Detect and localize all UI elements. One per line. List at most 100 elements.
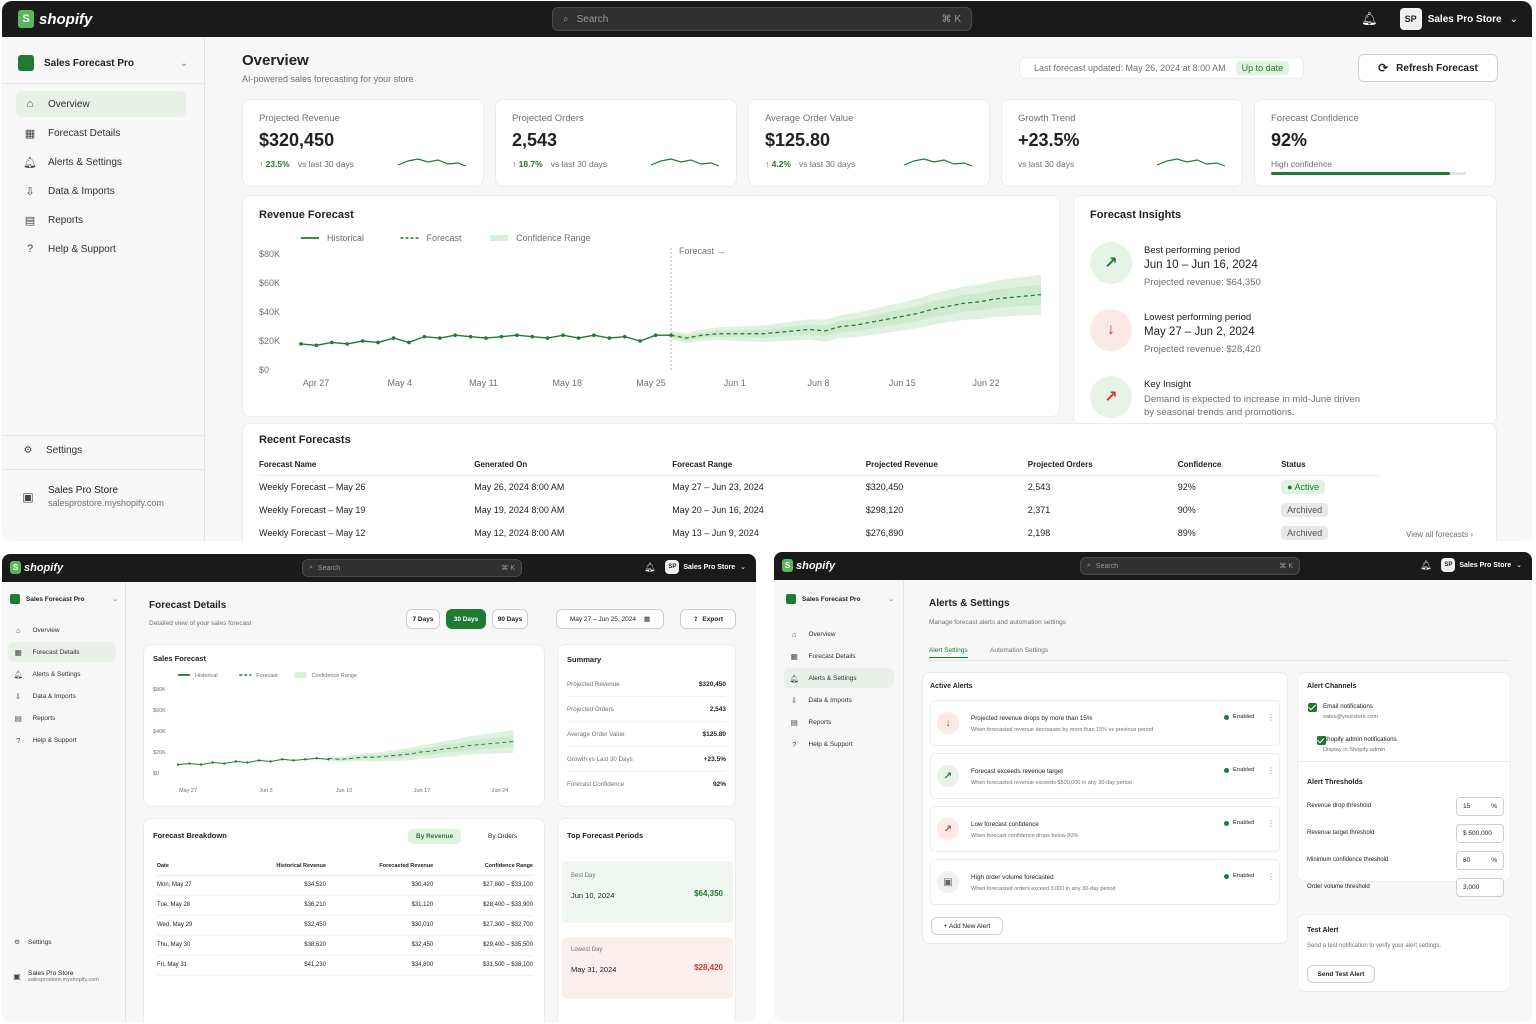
search-input[interactable]: ⌕ Search ⌘ K bbox=[1080, 557, 1300, 575]
x-tick-label: Jun 17 bbox=[414, 788, 431, 794]
threshold-input[interactable]: 3,000 bbox=[1456, 878, 1504, 897]
threshold-input[interactable]: 80% bbox=[1456, 851, 1504, 870]
avatar[interactable]: SP bbox=[665, 560, 680, 574]
alert-toggle[interactable]: Enabled bbox=[1224, 767, 1254, 773]
search-input[interactable]: ⌕ Search ⌘ K bbox=[552, 7, 972, 31]
chevron-down-icon: ⌄ bbox=[888, 596, 894, 603]
table-row[interactable]: Fri, May 31 $41,230 $34,800 $31,500 – $38,1… bbox=[157, 955, 533, 976]
sidebar-item-help-support[interactable]: ? Help & Support bbox=[8, 730, 116, 750]
table-row[interactable]: Weekly Forecast – May 19 May 19, 2024 8:0… bbox=[259, 499, 1379, 522]
sidebar-item-data-imports[interactable]: ⇩ Data & Imports bbox=[8, 686, 116, 706]
sidebar-item-forecast-details[interactable]: ▦ Forecast Details bbox=[8, 642, 116, 662]
export-button[interactable]: ⇪ Export bbox=[680, 609, 736, 629]
refresh-forecast-button[interactable]: ⟳ Refresh Forecast bbox=[1358, 54, 1498, 82]
app-icon bbox=[10, 594, 20, 604]
app-switcher[interactable]: Sales Forecast Pro ⌄ bbox=[786, 594, 894, 604]
sidebar-item-settings[interactable]: ⚙ Settings bbox=[20, 445, 83, 456]
table-row[interactable]: Weekly Forecast – May 26 May 26, 2024 8:0… bbox=[259, 476, 1379, 500]
export-icon: ⇪ bbox=[692, 616, 699, 623]
range-30-days-button[interactable]: 30 Days bbox=[446, 609, 486, 629]
sidebar-item-forecast-details[interactable]: ▦ Forecast Details bbox=[784, 646, 894, 666]
sidebar-item-data-imports[interactable]: ⇩ Data & Imports bbox=[16, 178, 186, 204]
alert-toggle[interactable]: Enabled bbox=[1224, 714, 1254, 720]
app-switcher[interactable]: Sales Forecast Pro ⌄ bbox=[10, 594, 118, 604]
avatar[interactable]: SP bbox=[1399, 8, 1422, 30]
threshold-input[interactable]: 15% bbox=[1456, 797, 1504, 816]
more-options-icon[interactable]: ⋮ bbox=[1267, 819, 1275, 828]
avatar[interactable]: SP bbox=[1441, 558, 1456, 572]
sidebar-item-overview[interactable]: ⌂ Overview bbox=[784, 624, 894, 644]
more-options-icon[interactable]: ⋮ bbox=[1267, 766, 1275, 775]
chevron-down-icon[interactable]: ⌄ bbox=[740, 564, 746, 571]
sidebar-item-help-support[interactable]: ? Help & Support bbox=[16, 236, 186, 262]
alert-row[interactable]: ▣ High order volume forecasted When foreca… bbox=[930, 859, 1280, 905]
sidebar-item-overview[interactable]: ⌂ Overview bbox=[8, 620, 116, 640]
alert-toggle[interactable]: Enabled bbox=[1224, 873, 1254, 879]
historical-point bbox=[234, 760, 238, 763]
table-row[interactable]: Weekly Forecast – May 12 May 12, 2024 8:0… bbox=[259, 522, 1379, 541]
bell-icon[interactable]: 🔔︎ bbox=[1361, 11, 1378, 26]
chevron-down-icon[interactable]: ⌄ bbox=[1509, 13, 1518, 25]
range-7-days-button[interactable]: 7 Days bbox=[406, 609, 440, 629]
summary-value: $125.80 bbox=[702, 731, 727, 738]
table-header: Forecast Name Generated On Forecast Range P… bbox=[259, 456, 1379, 476]
sidebar-item-alerts-settings[interactable]: 🔔︎ Alerts & Settings bbox=[784, 668, 894, 688]
table-row[interactable]: Mon, May 27 $34,520 $30,420 $27,800 – $33,1… bbox=[157, 875, 533, 896]
bell-icon[interactable]: 🔔︎ bbox=[1419, 559, 1432, 570]
y-tick-label: $0 bbox=[153, 771, 159, 777]
table-row[interactable]: Tue, May 28 $36,210 $31,120 $28,400 – $33,9… bbox=[157, 895, 533, 916]
kpi-value: 2,543 bbox=[512, 130, 558, 150]
add-alert-button[interactable]: + Add New Alert bbox=[931, 917, 1003, 935]
search-input[interactable]: ⌕ Search ⌘ K bbox=[302, 559, 522, 577]
sidebar-item-reports[interactable]: ▤ Reports bbox=[8, 708, 116, 728]
checkbox[interactable] bbox=[1317, 736, 1326, 745]
historical-point bbox=[246, 761, 249, 764]
historical-point bbox=[653, 333, 658, 337]
alert-row[interactable]: ↗ Low forecast confidence When forecast co… bbox=[930, 806, 1280, 852]
tab-by-revenue[interactable]: By Revenue bbox=[408, 829, 462, 844]
enabled-dot-icon bbox=[1224, 767, 1229, 773]
historical-point bbox=[391, 336, 396, 340]
breakdown-title: Forecast Breakdown bbox=[153, 831, 227, 840]
historical-point bbox=[280, 758, 284, 761]
sidebar-item-overview[interactable]: ⌂ Overview bbox=[16, 91, 186, 117]
chevron-down-icon[interactable]: ⌄ bbox=[1516, 562, 1522, 569]
sidebar-item-settings[interactable]: ⚙ Settings bbox=[12, 938, 51, 947]
table-row[interactable]: Wed, May 29 $32,450 $30,010 $27,300 – $32,7… bbox=[157, 915, 533, 936]
alert-row[interactable]: ↗ Forecast exceeds revenue target When for… bbox=[930, 753, 1280, 799]
more-options-icon[interactable]: ⋮ bbox=[1267, 713, 1275, 722]
sidebar-item-alerts-settings[interactable]: 🔔︎ Alerts & Settings bbox=[23, 156, 122, 169]
store-info[interactable]: ▣ Sales Pro Store salesprostore.myshopif… bbox=[20, 485, 164, 508]
main-content: Forecast Details Detailed view of your s… bbox=[126, 582, 756, 1022]
alert-toggle[interactable]: Enabled bbox=[1224, 820, 1254, 826]
sidebar-item-help-support[interactable]: ? Help & Support bbox=[784, 734, 894, 754]
nav-list: ⌂ Overview ▦ Forecast Details 🔔︎ Alerts & Set… bbox=[16, 91, 186, 265]
date-range-picker[interactable]: May 27 – Jun 25, 2024 ▦ bbox=[556, 609, 664, 629]
sidebar-item-data-imports[interactable]: ⇩ Data & Imports bbox=[784, 690, 894, 710]
tab-alert-settings[interactable]: Alert Settings bbox=[929, 647, 968, 658]
sidebar-item-alerts-settings[interactable]: 🔔︎ Alerts & Settings bbox=[13, 669, 81, 679]
more-options-icon[interactable]: ⋮ bbox=[1267, 872, 1275, 881]
store-info[interactable]: ▣ Sales Pro Store salesprostore.myshopif… bbox=[13, 970, 99, 983]
legend-label: Forecast bbox=[256, 673, 278, 679]
send-test-alert-button[interactable]: Send Test Alert bbox=[1307, 965, 1375, 983]
table-row[interactable]: Thu, May 30 $38,620 $32,450 $29,400 – $35,5… bbox=[157, 935, 533, 956]
kpi-card: Average Order Value $125.80 ↑ 4.2% vs last … bbox=[748, 99, 990, 187]
tab-by-orders[interactable]: By Orders bbox=[488, 833, 518, 840]
range-90-days-button[interactable]: 90 Days bbox=[492, 609, 528, 629]
view-all-link[interactable]: View all forecasts › bbox=[1406, 530, 1473, 539]
tab-automation-settings[interactable]: Automation Settings bbox=[990, 647, 1049, 654]
sidebar-item-forecast-details[interactable]: ▦ Forecast Details bbox=[16, 120, 186, 146]
alert-row[interactable]: ↓ Projected revenue drops by more than 15… bbox=[930, 700, 1280, 746]
sidebar-item-reports[interactable]: ▤ Reports bbox=[784, 712, 894, 732]
threshold-input[interactable]: $ 500,000 bbox=[1456, 824, 1504, 843]
bell-icon[interactable]: 🔔︎ bbox=[643, 561, 656, 572]
store-switcher[interactable]: Sales Pro Store bbox=[1427, 13, 1502, 25]
import-icon: ⇩ bbox=[791, 695, 798, 705]
checkbox[interactable] bbox=[1308, 703, 1317, 712]
search-placeholder: Search bbox=[576, 13, 609, 25]
last-updated: Last forecast updated: May 26, 2024 at 8… bbox=[1019, 57, 1305, 79]
sidebar-item-reports[interactable]: ▤ Reports bbox=[16, 207, 186, 233]
status-badge: Archived bbox=[1281, 526, 1329, 540]
app-switcher[interactable]: Sales Forecast Pro ⌄ bbox=[18, 55, 188, 71]
